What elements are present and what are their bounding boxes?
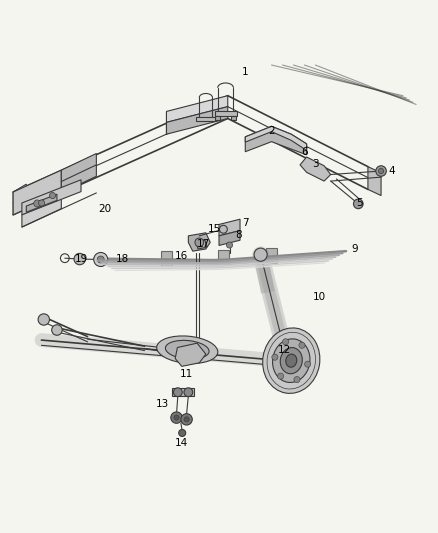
Text: 14: 14: [175, 438, 188, 448]
Polygon shape: [196, 117, 215, 121]
Ellipse shape: [157, 336, 218, 364]
Polygon shape: [166, 96, 228, 123]
Text: 11: 11: [180, 369, 193, 379]
Text: 2: 2: [268, 126, 275, 136]
Text: 16: 16: [175, 251, 188, 261]
Ellipse shape: [286, 354, 297, 367]
Polygon shape: [172, 388, 194, 395]
Polygon shape: [219, 231, 240, 246]
Circle shape: [304, 361, 311, 367]
Circle shape: [184, 349, 193, 358]
Circle shape: [184, 388, 193, 397]
Text: 4: 4: [389, 166, 396, 176]
Circle shape: [179, 430, 186, 437]
Text: 10: 10: [313, 292, 326, 302]
Polygon shape: [22, 197, 61, 227]
Circle shape: [174, 415, 179, 420]
Text: 5: 5: [356, 198, 363, 208]
Text: 9: 9: [351, 244, 358, 254]
Polygon shape: [161, 251, 172, 266]
Circle shape: [74, 253, 85, 265]
Circle shape: [376, 166, 386, 176]
Circle shape: [49, 192, 56, 199]
Polygon shape: [166, 107, 228, 134]
Text: 17: 17: [197, 239, 210, 249]
Circle shape: [195, 238, 204, 247]
Circle shape: [173, 388, 182, 397]
Polygon shape: [13, 170, 61, 215]
Polygon shape: [22, 180, 81, 215]
Polygon shape: [61, 154, 96, 193]
Text: 13: 13: [155, 399, 169, 409]
Text: 18: 18: [116, 254, 129, 264]
Ellipse shape: [280, 348, 302, 374]
Polygon shape: [300, 157, 331, 181]
Circle shape: [97, 256, 104, 263]
Polygon shape: [215, 116, 220, 120]
Ellipse shape: [263, 328, 320, 393]
Circle shape: [34, 200, 41, 207]
Polygon shape: [26, 194, 57, 212]
Circle shape: [353, 199, 363, 209]
Text: 15: 15: [208, 224, 221, 234]
Polygon shape: [231, 116, 236, 120]
Circle shape: [171, 412, 182, 423]
Circle shape: [294, 376, 300, 383]
Circle shape: [219, 225, 227, 233]
Polygon shape: [245, 126, 307, 155]
Text: 19: 19: [74, 254, 88, 264]
Circle shape: [283, 338, 289, 345]
Polygon shape: [175, 343, 206, 366]
Ellipse shape: [166, 341, 209, 359]
Text: 8: 8: [235, 230, 242, 240]
Polygon shape: [196, 240, 207, 249]
Polygon shape: [245, 126, 307, 150]
Circle shape: [181, 414, 192, 425]
Polygon shape: [13, 184, 26, 215]
Polygon shape: [218, 249, 229, 264]
Ellipse shape: [272, 339, 310, 383]
Polygon shape: [368, 167, 381, 196]
Text: 7: 7: [242, 217, 249, 228]
Text: 3: 3: [312, 159, 319, 168]
Polygon shape: [219, 219, 240, 236]
Circle shape: [278, 373, 284, 379]
Polygon shape: [266, 248, 277, 263]
Circle shape: [378, 168, 384, 174]
Text: 1: 1: [242, 67, 249, 77]
Circle shape: [226, 242, 233, 248]
Text: 20: 20: [99, 204, 112, 214]
Circle shape: [39, 200, 45, 206]
Text: 12: 12: [278, 345, 291, 355]
Text: 6: 6: [301, 147, 308, 157]
Circle shape: [254, 248, 267, 261]
Polygon shape: [188, 233, 210, 251]
Circle shape: [279, 342, 289, 353]
Circle shape: [272, 354, 278, 360]
Circle shape: [299, 342, 305, 348]
Circle shape: [38, 314, 49, 325]
Circle shape: [94, 253, 108, 266]
Circle shape: [52, 325, 62, 335]
Circle shape: [184, 417, 189, 422]
Polygon shape: [215, 111, 237, 116]
